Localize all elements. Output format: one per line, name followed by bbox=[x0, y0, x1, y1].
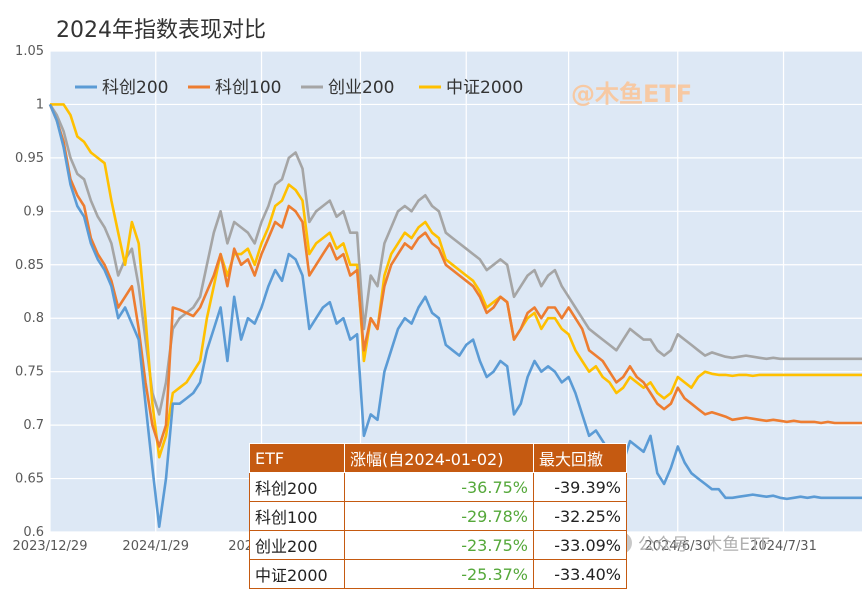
legend: 科创200 科创100 创业200 中证2000 bbox=[75, 78, 523, 98]
legend-item-label: 中证2000 bbox=[446, 78, 523, 98]
row-drawdown: -39.39% bbox=[533, 472, 627, 502]
y-tick-label: 0.8 bbox=[23, 311, 44, 326]
y-tick-label: 0.85 bbox=[15, 258, 44, 273]
row-drawdown: -32.25% bbox=[533, 501, 627, 531]
line-chart: 0.6 0.65 0.7 0.75 0.8 0.85 0.9 0.95 1 1.05 2023/1… bbox=[13, 44, 862, 554]
y-tick-label: 0.7 bbox=[23, 418, 44, 433]
y-tick-label: 1 bbox=[36, 97, 44, 112]
series-lines bbox=[48, 103, 862, 529]
row-name: 科创100 bbox=[249, 501, 345, 531]
y-tick-label: 0.6 bbox=[23, 525, 44, 540]
y-axis-ticks: 0.6 0.65 0.7 0.75 0.8 0.85 0.9 0.95 1 1.05 bbox=[15, 44, 44, 540]
row-name: 中证2000 bbox=[249, 559, 345, 589]
stats-table: ETF 涨幅(自2024-01-02) 最大回撤 科创200 -36.75% -… bbox=[249, 443, 627, 589]
table-row: 科创100 -29.78% -32.25% bbox=[249, 501, 627, 531]
series-line-0 bbox=[48, 103, 862, 529]
y-tick-label: 0.65 bbox=[15, 472, 44, 487]
legend-item-label: 创业200 bbox=[328, 78, 394, 98]
col-header-drawdown: 最大回撤 bbox=[533, 443, 627, 473]
table-row: 中证2000 -25.37% -33.40% bbox=[249, 559, 627, 589]
x-tick-label: 2024/7/31 bbox=[750, 539, 817, 554]
y-tick-label: 1.05 bbox=[15, 44, 44, 59]
x-tick-label: 2024/6/30 bbox=[644, 539, 711, 554]
row-change: -36.75% bbox=[344, 472, 534, 502]
row-change: -25.37% bbox=[344, 559, 534, 589]
x-tick-label: 2023/12/29 bbox=[13, 539, 88, 554]
row-change: -29.78% bbox=[344, 501, 534, 531]
col-header-etf: ETF bbox=[249, 443, 345, 473]
legend-item-label: 科创100 bbox=[215, 78, 281, 98]
col-header-change: 涨幅(自2024-01-02) bbox=[344, 443, 534, 473]
watermark-text: 公众号 · 木鱼ETF bbox=[638, 535, 771, 555]
brand-label: @木鱼ETF bbox=[571, 80, 693, 108]
watermark: 公众号 · 木鱼ETF bbox=[610, 530, 770, 555]
series-line-3 bbox=[50, 103, 862, 459]
y-tick-label: 0.95 bbox=[15, 151, 44, 166]
row-name: 科创200 bbox=[249, 472, 345, 502]
row-change: -23.75% bbox=[344, 530, 534, 560]
series-line-1 bbox=[48, 103, 862, 448]
row-name: 创业200 bbox=[249, 530, 345, 560]
y-tick-label: 0.75 bbox=[15, 365, 44, 380]
y-tick-label: 0.9 bbox=[23, 204, 44, 219]
table-row: 科创200 -36.75% -39.39% bbox=[249, 472, 627, 502]
chart-title: 2024年指数表现对比 bbox=[56, 18, 266, 43]
row-drawdown: -33.09% bbox=[533, 530, 627, 560]
legend-item-label: 科创200 bbox=[102, 78, 168, 98]
row-drawdown: -33.40% bbox=[533, 559, 627, 589]
stats-header-row: ETF 涨幅(自2024-01-02) 最大回撤 bbox=[249, 443, 627, 473]
table-row: 创业200 -23.75% -33.09% bbox=[249, 530, 627, 560]
x-tick-label: 2024/1/29 bbox=[122, 539, 189, 554]
